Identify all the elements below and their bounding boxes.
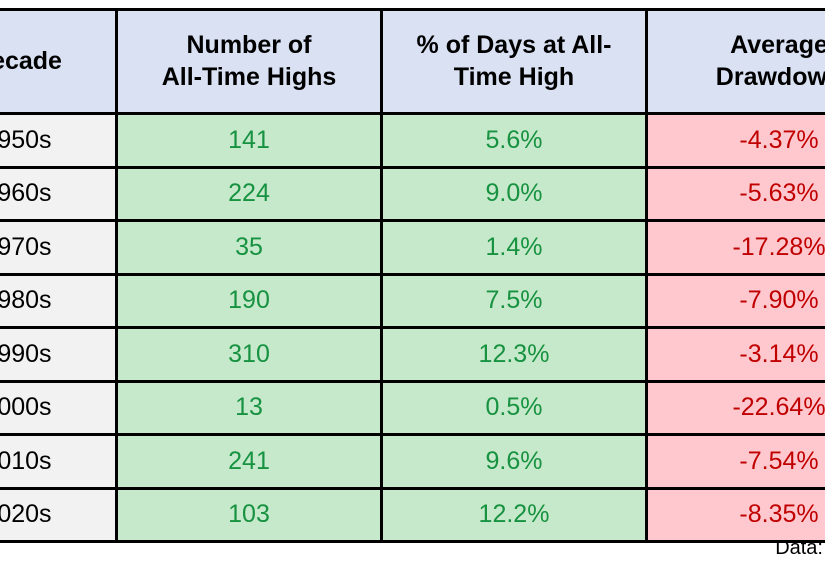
cell-decade: 2020s [0, 486, 118, 543]
cell-avg-drawdown: -7.54% [645, 433, 825, 490]
table-row: 1960s 224 9.0% -5.63% [0, 165, 825, 222]
cell-pct-days: 0.5% [380, 379, 648, 436]
header-decade: Decade [0, 8, 118, 115]
cell-num-ath: 241 [115, 433, 383, 490]
cell-pct-days: 12.2% [380, 486, 648, 543]
cell-decade: 1970s [0, 219, 118, 276]
cell-avg-drawdown: -22.64% [645, 379, 825, 436]
cell-avg-drawdown: -7.90% [645, 272, 825, 329]
table-body: 1950s 141 5.6% -4.37% 1960s 224 9.0% -5.… [0, 112, 825, 543]
table-header: Decade Number of All-Time Highs % of Day… [0, 8, 825, 115]
cell-avg-drawdown: -3.14% [645, 326, 825, 383]
all-time-highs-table: Decade Number of All-Time Highs % of Day… [0, 8, 825, 543]
cell-num-ath: 141 [115, 112, 383, 169]
cell-pct-days: 5.6% [380, 112, 648, 169]
cell-pct-days: 9.0% [380, 165, 648, 222]
table-row: 1990s 310 12.3% -3.14% [0, 326, 825, 383]
cell-num-ath: 103 [115, 486, 383, 543]
cell-pct-days: 7.5% [380, 272, 648, 329]
cell-num-ath: 224 [115, 165, 383, 222]
cell-num-ath: 190 [115, 272, 383, 329]
header-pct-days-at-all-time-high: % of Days at All- Time High [380, 8, 648, 115]
table-row: 2010s 241 9.6% -7.54% [0, 433, 825, 490]
table-row: 1970s 35 1.4% -17.28% [0, 219, 825, 276]
header-number-of-all-time-highs: Number of All-Time Highs [115, 8, 383, 115]
cell-decade: 2010s [0, 433, 118, 490]
table-row: 1950s 141 5.6% -4.37% [0, 112, 825, 169]
cell-decade: 1980s [0, 272, 118, 329]
cell-avg-drawdown: -5.63% [645, 165, 825, 222]
table-row: 2000s 13 0.5% -22.64% [0, 379, 825, 436]
table-row: 2020s 103 12.2% -8.35% [0, 486, 825, 543]
cell-decade: 1950s [0, 112, 118, 169]
header-average-drawdown: Average Drawdown [645, 8, 825, 115]
cell-pct-days: 1.4% [380, 219, 648, 276]
cell-avg-drawdown: -17.28% [645, 219, 825, 276]
cell-pct-days: 9.6% [380, 433, 648, 490]
header-row: Decade Number of All-Time Highs % of Day… [0, 8, 825, 115]
cell-avg-drawdown: -4.37% [645, 112, 825, 169]
cell-decade: 1960s [0, 165, 118, 222]
cell-num-ath: 35 [115, 219, 383, 276]
cell-avg-drawdown: -8.35% [645, 486, 825, 543]
cell-decade: 2000s [0, 379, 118, 436]
cell-pct-days: 12.3% [380, 326, 648, 383]
cell-num-ath: 13 [115, 379, 383, 436]
cell-num-ath: 310 [115, 326, 383, 383]
table-row: 1980s 190 7.5% -7.90% [0, 272, 825, 329]
data-source-label: Data: [775, 537, 823, 559]
cell-decade: 1990s [0, 326, 118, 383]
